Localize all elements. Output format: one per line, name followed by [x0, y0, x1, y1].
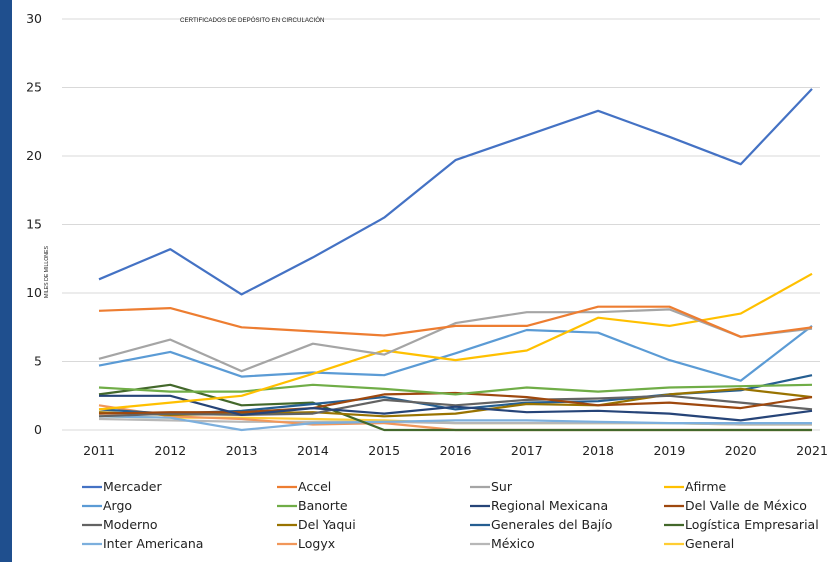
legend-label: Afirme [685, 479, 727, 494]
legend-label: Logística Empresarial [685, 517, 819, 532]
series-line [99, 394, 813, 422]
x-tick-label: 2017 [511, 443, 543, 458]
x-tick-label: 2019 [653, 443, 685, 458]
series-lines [98, 88, 813, 432]
y-axis-label: MILES DE MILLONES [44, 246, 50, 298]
legend-label: Sur [491, 479, 513, 494]
chart-title: CERTIFICADOS DE DEPÓSITO EN CIRCULACIÓN [180, 17, 325, 24]
series-line [98, 325, 813, 382]
x-axis-ticks: 2011 2012 2013 2014 2015 2016 2017 2018 2019 2020… [83, 443, 828, 458]
x-tick-label: 2018 [582, 443, 614, 458]
legend-label: Regional Mexicana [491, 498, 608, 513]
legend-label: Banorte [298, 498, 348, 513]
x-tick-label: 2011 [83, 443, 115, 458]
x-tick-label: 2014 [297, 443, 329, 458]
x-tick-label: 2015 [368, 443, 400, 458]
legend-label: Inter Americana [103, 536, 203, 551]
series-line [98, 88, 813, 296]
x-tick-label: 2013 [226, 443, 258, 458]
series-line [98, 391, 813, 415]
legend-label: Logyx [298, 536, 335, 551]
y-tick-label: 20 [26, 148, 42, 163]
y-tick-label: 0 [34, 422, 42, 437]
y-tick-label: 15 [26, 217, 42, 232]
series-line [98, 272, 813, 411]
legend-label: Generales del Bajío [491, 517, 612, 532]
legend-label: Del Valle de México [685, 498, 807, 513]
legend-label: Moderno [103, 517, 158, 532]
y-tick-label: 25 [26, 80, 42, 95]
legend-label: Del Yaqui [298, 517, 356, 532]
legend: Mercader Accel Sur Afirme Argo Banorte Regiona… [82, 479, 819, 551]
series-line [98, 383, 813, 396]
y-axis-ticks: 0 5 10 15 20 25 30 [26, 11, 42, 437]
legend-label: Argo [103, 498, 132, 513]
legend-label: México [491, 536, 535, 551]
series-line [98, 394, 813, 418]
y-tick-label: 10 [26, 285, 42, 300]
series-line [98, 308, 813, 373]
x-tick-label: 2012 [154, 443, 186, 458]
x-tick-label: 2021 [796, 443, 828, 458]
y-tick-label: 30 [26, 11, 42, 26]
legend-label: Accel [298, 479, 331, 494]
legend-label: General [685, 536, 734, 551]
chart-canvas: 0 5 10 15 20 25 30 2011 2012 2013 2014 2015 2016 201… [12, 0, 833, 562]
x-tick-label: 2020 [725, 443, 757, 458]
y-tick-label: 5 [34, 354, 42, 369]
series-line [98, 415, 812, 432]
legend-label: Mercader [103, 479, 162, 494]
gridlines [62, 18, 820, 431]
series-line [98, 305, 813, 338]
x-tick-label: 2016 [440, 443, 472, 458]
